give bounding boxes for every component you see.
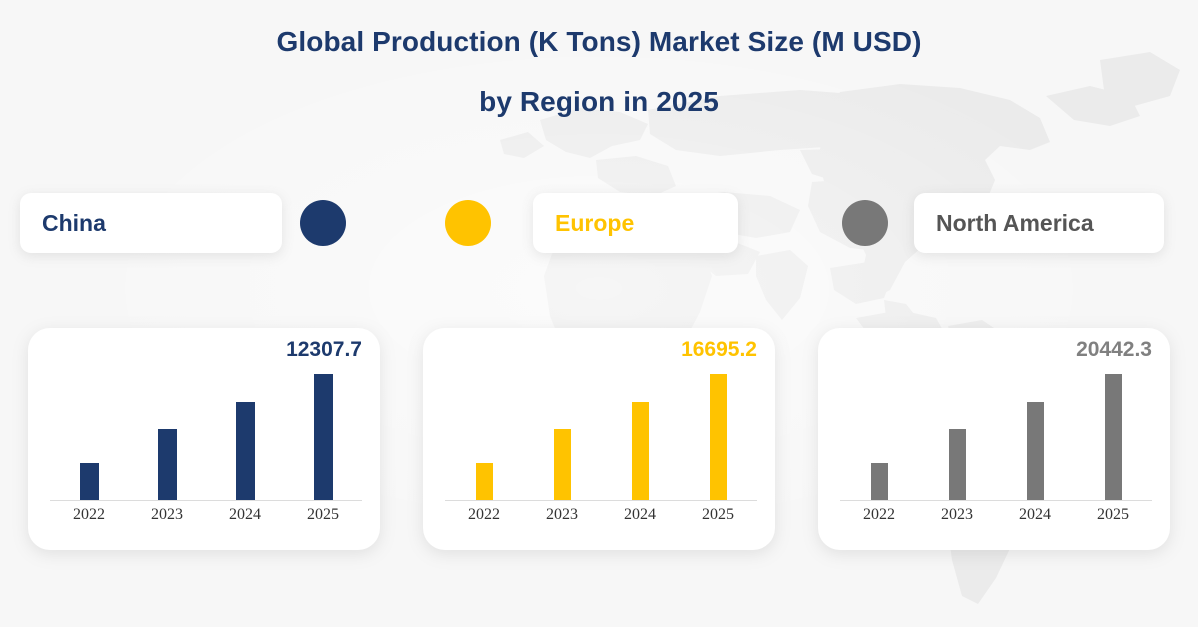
x-axis-tick-2022: 2022	[468, 506, 500, 523]
bar-group-europe	[445, 374, 757, 500]
x-axis-tick-2024: 2024	[229, 506, 261, 523]
bar-slot	[284, 374, 362, 500]
legend-pill-europe: Europe	[533, 193, 738, 253]
x-axis-tick-2022: 2022	[863, 506, 895, 523]
bar-2025[interactable]	[1104, 374, 1122, 500]
x-axis-tick-2025: 2025	[702, 506, 734, 523]
bar-2025[interactable]	[313, 374, 333, 500]
page-title: Global Production (K Tons) Market Size (…	[0, 28, 1198, 116]
bar-slot	[996, 374, 1074, 500]
bar-plot-china	[50, 374, 362, 500]
bar-2022[interactable]	[870, 462, 888, 500]
x-axis-labels-europe: 2022 2023 2024 2025	[445, 506, 757, 524]
legend-label-china: China	[42, 209, 106, 236]
x-axis-labels-china: 2022 2023 2024 2025	[50, 506, 362, 524]
bar-2023[interactable]	[948, 429, 966, 500]
x-axis-tick-2023: 2023	[546, 506, 578, 523]
bar-slot	[840, 374, 918, 500]
legend-pill-china: China	[20, 193, 282, 253]
x-axis-line-europe	[445, 500, 757, 501]
bar-group-north-america	[840, 374, 1152, 500]
x-axis-tick-2025: 2025	[1097, 506, 1129, 523]
x-axis-tick-2023: 2023	[941, 506, 973, 523]
x-axis-tick-2025: 2025	[307, 506, 339, 523]
bar-slot	[1074, 374, 1152, 500]
chart-card-china: 12307.7 2022 2023 2024 2025	[28, 328, 380, 550]
bar-slot	[523, 374, 601, 500]
x-axis-tick-2024: 2024	[624, 506, 656, 523]
bar-slot	[128, 374, 206, 500]
title-line-1: Global Production (K Tons) Market Size (…	[276, 26, 922, 57]
legend-label-europe: Europe	[555, 209, 635, 236]
bar-slot	[50, 374, 128, 500]
bar-slot	[206, 374, 284, 500]
legend-dot-china-icon	[300, 200, 346, 246]
legend-item-china[interactable]: China	[20, 193, 350, 253]
bar-2024[interactable]	[1026, 401, 1044, 500]
legend-label-north-america: North America	[936, 209, 1094, 236]
bar-2024[interactable]	[631, 401, 649, 500]
bar-2023[interactable]	[157, 429, 177, 500]
card-value-north-america: 20442.3	[1076, 338, 1152, 361]
bar-2025[interactable]	[709, 374, 727, 500]
bar-slot	[918, 374, 996, 500]
x-axis-tick-2024: 2024	[1019, 506, 1051, 523]
bar-slot	[679, 374, 757, 500]
x-axis-labels-north-america: 2022 2023 2024 2025	[840, 506, 1152, 524]
legend-item-north-america[interactable]: North America	[842, 193, 1182, 253]
legend-dot-europe-icon	[445, 200, 491, 246]
card-value-europe: 16695.2	[681, 338, 757, 361]
legend-dot-north-america-icon	[842, 200, 888, 246]
title-line-2: by Region in 2025	[479, 86, 719, 117]
x-axis-tick-2023: 2023	[151, 506, 183, 523]
bar-slot	[445, 374, 523, 500]
bar-2022[interactable]	[475, 462, 493, 500]
bar-plot-europe	[445, 374, 757, 500]
legend-item-europe[interactable]: Europe	[445, 193, 765, 253]
legend: China Europe North America	[0, 193, 1198, 255]
bar-2023[interactable]	[553, 429, 571, 500]
bar-plot-north-america	[840, 374, 1152, 500]
legend-pill-north-america: North America	[914, 193, 1164, 253]
bar-2024[interactable]	[235, 401, 255, 500]
chart-card-north-america: 20442.3 2022 2023 2024 2025	[818, 328, 1170, 550]
x-axis-line-north-america	[840, 500, 1152, 501]
card-value-china: 12307.7	[286, 338, 362, 361]
x-axis-line-china	[50, 500, 362, 501]
bar-2022[interactable]	[79, 462, 99, 500]
bar-slot	[601, 374, 679, 500]
x-axis-tick-2022: 2022	[73, 506, 105, 523]
bar-group-china	[50, 374, 362, 500]
chart-card-europe: 16695.2 2022 2023 2024 2025	[423, 328, 775, 550]
